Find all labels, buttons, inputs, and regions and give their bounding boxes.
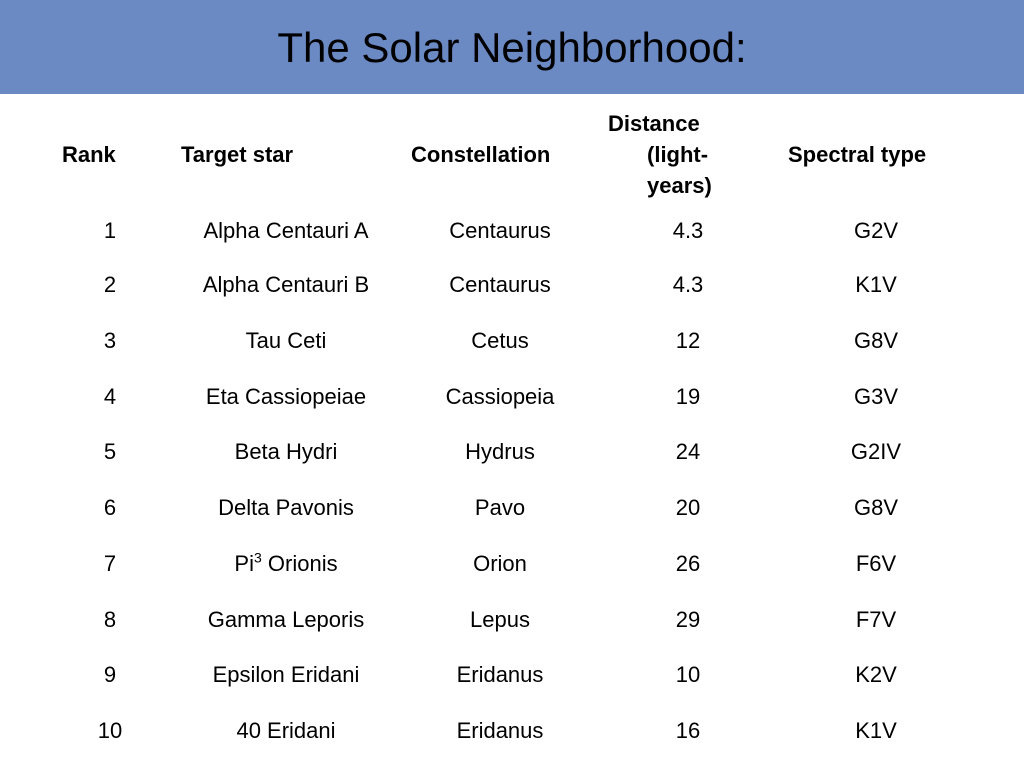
cell-target-star: Alpha Centauri A [203, 218, 369, 243]
cell-distance: 20 [675, 495, 701, 520]
header-spectral-type: Spectral type [788, 142, 927, 167]
cell-target-star: Delta Pavonis [218, 495, 354, 520]
cell-rank: 8 [103, 607, 117, 632]
cell-rank: 1 [103, 218, 117, 243]
header-constellation: Constellation [411, 142, 551, 167]
cell-distance: 4.3 [672, 218, 704, 243]
cell-target-star: Pi3 Orionis [166, 551, 406, 577]
cell-rank: 2 [103, 272, 117, 297]
cell-spectral-type: G8V [853, 495, 899, 520]
header-distance-line3: years) [647, 173, 712, 198]
cell-spectral-type: G2V [853, 218, 899, 243]
cell-target-star: Epsilon Eridani [212, 662, 360, 687]
cell-distance: 16 [675, 718, 701, 743]
cell-distance: 4.3 [672, 272, 704, 297]
cell-target-star: 40 Eridani [236, 718, 336, 743]
header-rank: Rank [62, 142, 116, 167]
star-name-part: Orionis [261, 551, 338, 576]
cell-rank: 6 [103, 495, 117, 520]
star-name-part: Pi [234, 551, 254, 576]
cell-target-star: Tau Ceti [245, 328, 327, 353]
header-target-star: Target star [181, 142, 294, 167]
cell-spectral-type: K1V [855, 718, 897, 743]
cell-constellation: Lepus [470, 607, 530, 632]
cell-constellation: Pavo [474, 495, 526, 520]
cell-rank: 9 [103, 662, 117, 687]
cell-constellation: Cassiopeia [445, 384, 555, 409]
cell-target-star: Alpha Centauri B [202, 272, 370, 297]
cell-distance: 10 [675, 662, 701, 687]
cell-distance: 26 [675, 551, 701, 576]
cell-constellation: Cetus [471, 328, 529, 353]
cell-constellation: Centaurus [449, 218, 551, 243]
cell-rank: 7 [103, 551, 117, 576]
cell-rank: 3 [103, 328, 117, 353]
cell-distance: 24 [675, 439, 701, 464]
cell-constellation: Eridanus [456, 718, 544, 743]
cell-distance: 12 [675, 328, 701, 353]
cell-distance: 29 [675, 607, 701, 632]
cell-spectral-type: G2IV [850, 439, 902, 464]
header-distance-line1: Distance [608, 111, 700, 136]
cell-spectral-type: K2V [855, 662, 897, 687]
header-distance-line2: (light- [647, 142, 709, 167]
cell-constellation: Hydrus [465, 439, 535, 464]
page-title: The Solar Neighborhood: [277, 24, 747, 71]
star-superscript: 3 [253, 549, 262, 566]
cell-constellation: Centaurus [449, 272, 551, 297]
cell-spectral-type: G3V [853, 384, 899, 409]
title-bar [0, 0, 1024, 94]
cell-target-star: Eta Cassiopeiae [205, 384, 367, 409]
cell-spectral-type: F7V [855, 607, 897, 632]
cell-rank: 10 [97, 718, 123, 743]
cell-spectral-type: G8V [853, 328, 899, 353]
cell-spectral-type: F6V [855, 551, 897, 576]
cell-target-star: Gamma Leporis [207, 607, 365, 632]
cell-rank: 4 [103, 384, 117, 409]
cell-rank: 5 [103, 439, 117, 464]
cell-constellation: Orion [473, 551, 527, 576]
cell-spectral-type: K1V [855, 272, 897, 297]
cell-target-star: Beta Hydri [234, 439, 338, 464]
cell-constellation: Eridanus [456, 662, 544, 687]
cell-distance: 19 [675, 384, 701, 409]
